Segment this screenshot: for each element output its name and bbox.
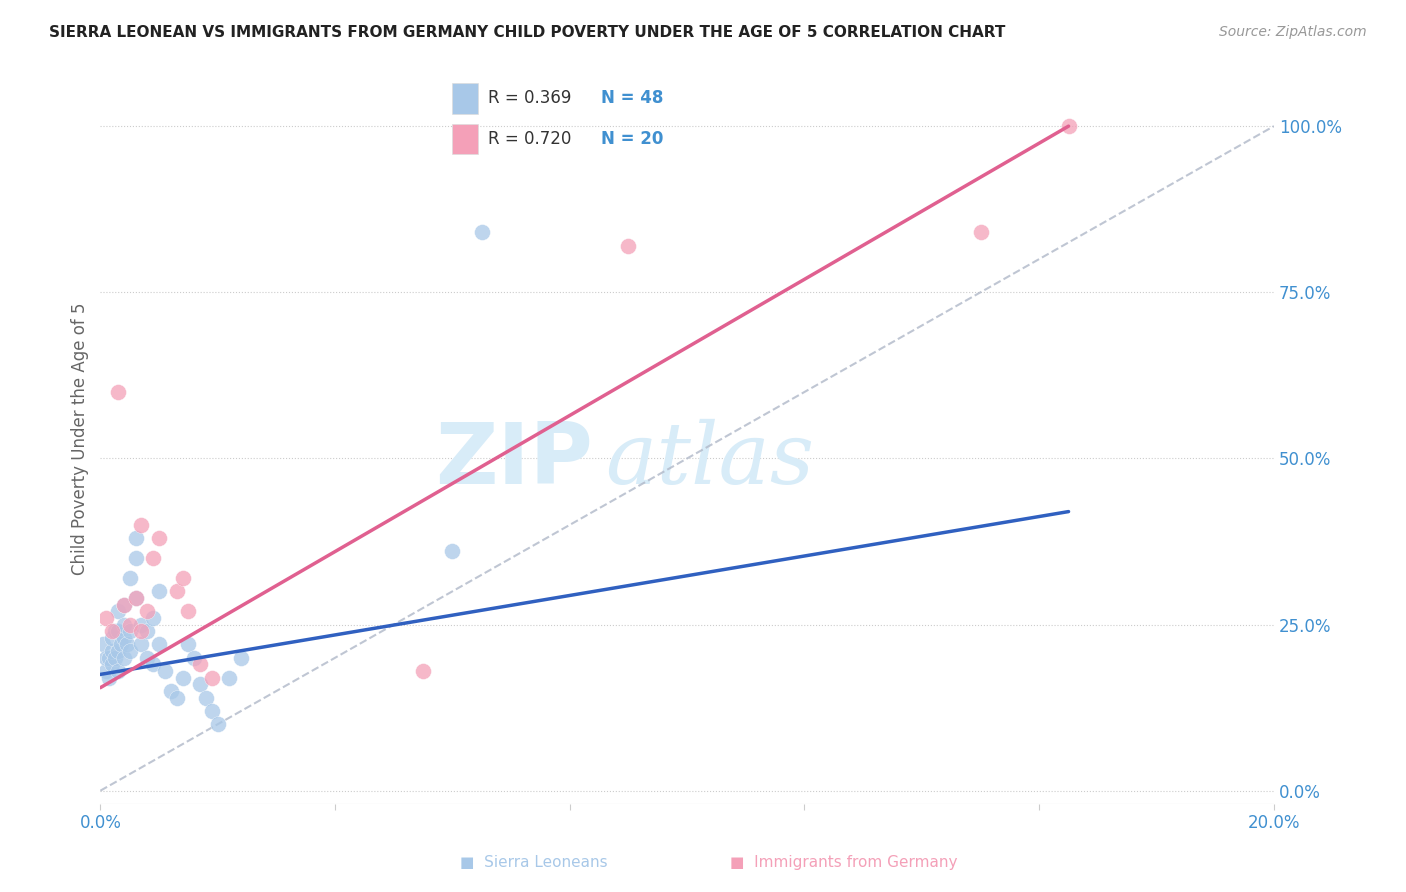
Point [91, 638, 114, 652]
Point [166, 584, 188, 599]
Point [96, 650, 118, 665]
Point [96, 611, 118, 625]
Point [201, 671, 224, 685]
Point [124, 531, 146, 545]
Point [471, 226, 494, 240]
Point [101, 631, 124, 645]
Point [142, 611, 165, 625]
Point [131, 638, 153, 652]
Point [124, 591, 146, 605]
Point [136, 604, 159, 618]
Point [112, 598, 135, 612]
Point [118, 644, 141, 658]
Point [104, 650, 127, 665]
Point [148, 638, 170, 652]
Point [183, 650, 205, 665]
Point [142, 657, 165, 672]
Point [159, 684, 181, 698]
Point [118, 624, 141, 639]
Point [107, 664, 129, 678]
Point [188, 677, 211, 691]
Text: atlas: atlas [605, 419, 814, 501]
Point [110, 638, 132, 652]
Point [118, 571, 141, 585]
Point [131, 517, 153, 532]
Point [104, 624, 127, 639]
Point [188, 657, 211, 672]
Point [112, 631, 135, 645]
Point [412, 664, 434, 678]
Point [177, 638, 200, 652]
Point [115, 638, 138, 652]
Point [96, 664, 118, 678]
Point [166, 690, 188, 705]
Point [101, 624, 124, 639]
Text: SIERRA LEONEAN VS IMMIGRANTS FROM GERMANY CHILD POVERTY UNDER THE AGE OF 5 CORRE: SIERRA LEONEAN VS IMMIGRANTS FROM GERMAN… [49, 25, 1005, 40]
Point [107, 644, 129, 658]
Point [131, 617, 153, 632]
Point [112, 650, 135, 665]
Point [207, 717, 229, 731]
Point [231, 650, 253, 665]
Point [107, 624, 129, 639]
Point [124, 551, 146, 566]
Point [172, 571, 194, 585]
Point [98, 650, 121, 665]
Point [153, 664, 176, 678]
Point [136, 650, 159, 665]
Point [172, 671, 194, 685]
Point [131, 624, 153, 639]
Point [112, 598, 135, 612]
Text: Source: ZipAtlas.com: Source: ZipAtlas.com [1219, 25, 1367, 39]
Point [112, 617, 135, 632]
Point [107, 604, 129, 618]
Point [194, 690, 217, 705]
Text: ■  Immigrants from Germany: ■ Immigrants from Germany [730, 855, 957, 870]
Y-axis label: Child Poverty Under the Age of 5: Child Poverty Under the Age of 5 [72, 302, 89, 574]
Point [98, 671, 121, 685]
Point [218, 671, 240, 685]
Point [617, 239, 640, 253]
Point [969, 226, 991, 240]
Text: ■  Sierra Leoneans: ■ Sierra Leoneans [461, 855, 607, 870]
Point [101, 657, 124, 672]
Point [107, 384, 129, 399]
Point [124, 591, 146, 605]
Text: ZIP: ZIP [436, 419, 593, 502]
Point [136, 624, 159, 639]
Point [177, 604, 200, 618]
Point [142, 551, 165, 566]
Point [441, 544, 464, 558]
Point [201, 704, 224, 718]
Point [118, 617, 141, 632]
Point [101, 644, 124, 658]
Point [148, 584, 170, 599]
Point [1057, 119, 1080, 133]
Point [148, 531, 170, 545]
